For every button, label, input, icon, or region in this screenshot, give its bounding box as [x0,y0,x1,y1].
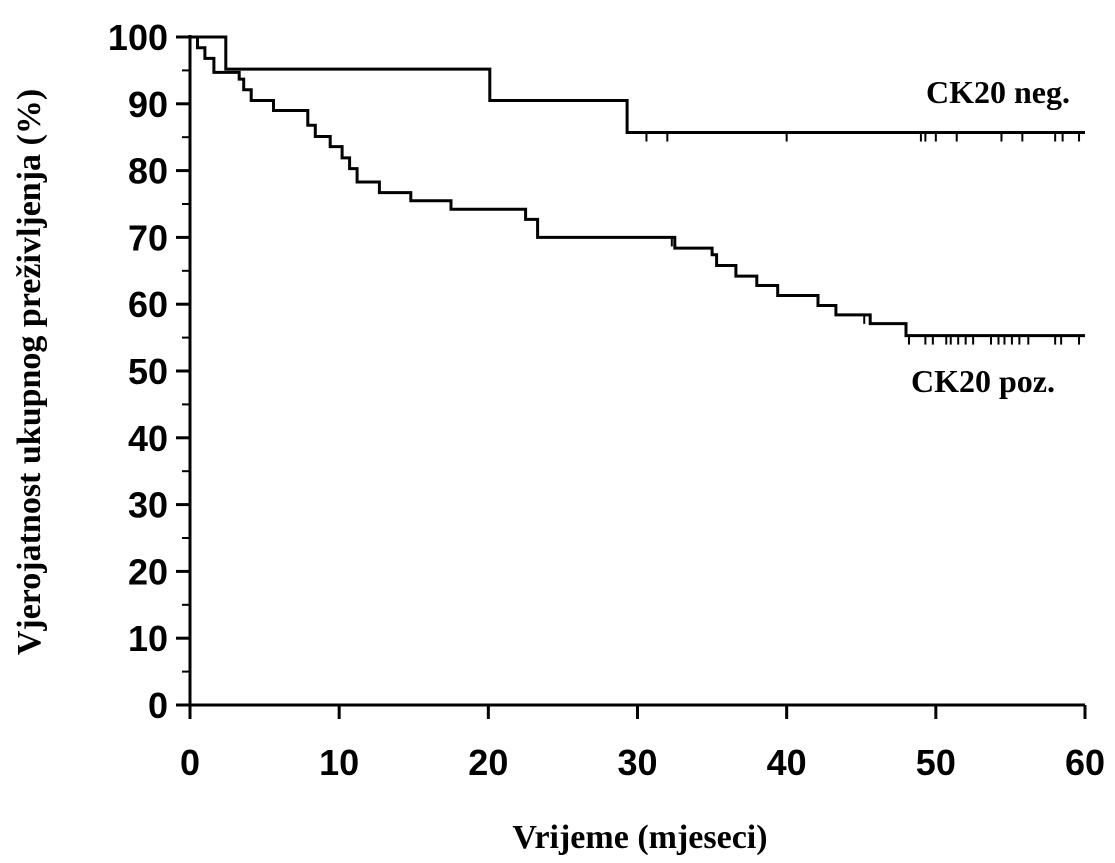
x-tick-label: 10 [319,742,359,783]
x-tick-label: 20 [468,742,508,783]
y-tick-label: 50 [128,351,168,392]
labels-layer: CK20 neg. CK20 poz. [911,74,1070,399]
x-tick-label: 60 [1065,742,1105,783]
y-tick-label: 100 [108,17,168,58]
survival-line-ck20-poz [190,35,1085,338]
x-tick-label: 40 [767,742,807,783]
axes: 0 10 20 30 40 50 60 70 80 90 100 0 10 20 30 40 50 60 [108,17,1105,783]
y-tick-label: 0 [148,685,168,726]
survival-line-ck20-neg [190,35,1085,134]
series-label-ck20-poz: CK20 poz. [911,363,1055,399]
x-tick-label: 50 [916,742,956,783]
y-tick-label: 40 [128,418,168,459]
y-tick-label: 70 [128,217,168,258]
y-tick-label: 30 [128,485,168,526]
y-tick-label: 80 [128,151,168,192]
series-label-ck20-neg: CK20 neg. [926,74,1070,110]
y-tick-label: 10 [128,618,168,659]
series-layer [190,35,1085,345]
x-axis-title: Vrijeme (mjeseci) [512,819,767,856]
x-tick-label: 30 [617,742,657,783]
y-axis-title: Vjerojatnost ukupnog preživljenja (%) [11,89,48,655]
x-tick-label: 0 [180,742,200,783]
y-tick-label: 90 [128,84,168,125]
y-tick-label: 20 [128,551,168,592]
y-tick-label: 60 [128,284,168,325]
